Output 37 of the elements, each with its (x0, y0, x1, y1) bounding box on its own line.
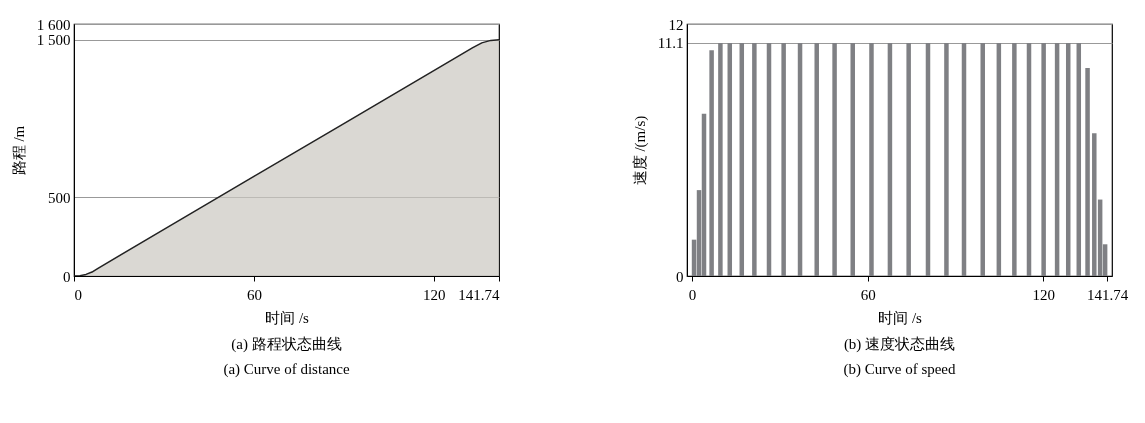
y-axis-title: 路程 /m (10, 125, 27, 176)
y-tick-label: 1 600 (36, 16, 71, 33)
x-tick-label: 60 (246, 286, 262, 303)
x-axis-title: 时间 /s (878, 309, 923, 326)
bar (906, 42, 911, 276)
bar (850, 42, 855, 276)
text: (a) 路程状态曲线 (231, 336, 342, 353)
bar (752, 42, 757, 276)
y-tick-label: 12 (668, 16, 684, 33)
y-axis-title: 速度 /(m/s) (631, 115, 649, 186)
text: (a) Curve of distance (223, 361, 350, 378)
bar (1012, 42, 1017, 276)
x-tick-label: 120 (423, 286, 446, 303)
bar (944, 42, 949, 276)
x-tick-label: 60 (860, 286, 876, 303)
bar (832, 42, 837, 276)
bar (814, 42, 819, 276)
bar (1085, 67, 1090, 276)
y-tick-label: 11.1 (657, 35, 684, 52)
x-tick-label: 120 (1032, 286, 1056, 303)
bar (718, 42, 723, 276)
x-tick-label: 0 (688, 286, 697, 303)
x-tick-label: 141.74 (1086, 286, 1129, 303)
y-tick-label: 1 500 (36, 32, 71, 49)
y-tick-label: 0 (63, 268, 71, 285)
bar (1041, 42, 1046, 276)
bar (980, 42, 985, 276)
bar (781, 42, 786, 276)
y-tick-label: 500 (48, 189, 71, 206)
x-tick-label: 0 (74, 286, 82, 303)
bar (709, 50, 714, 276)
text: (b) Curve of speed (843, 361, 957, 378)
bar (869, 42, 874, 276)
x-tick-label: 141.74 (458, 286, 500, 303)
text: (b) 速度状态曲线 (843, 336, 956, 353)
x-axis-title: 时间 /s (265, 309, 310, 326)
y-tick-label: 0 (676, 268, 684, 285)
